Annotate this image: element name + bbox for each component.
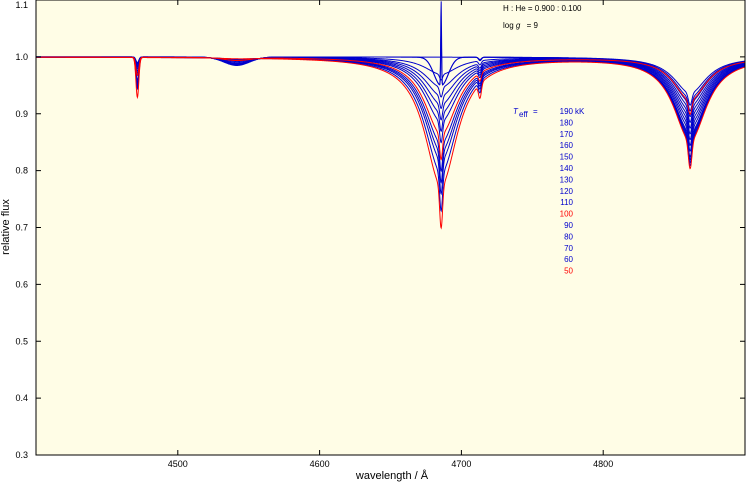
x-tick-label: 4700 bbox=[451, 459, 471, 469]
teff-symbol: T bbox=[513, 107, 519, 116]
series-layer bbox=[36, 1, 746, 230]
legend-entry-170: 170 bbox=[560, 130, 574, 139]
y-tick-label: 0.9 bbox=[15, 109, 28, 119]
y-axis-ticks: 0.3 0.4 0.5 0.6 0.7 0.8 0.9 1.0 1.1 bbox=[15, 0, 745, 460]
teff-legend-header: T eff = bbox=[513, 107, 538, 119]
logg-prefix: log bbox=[503, 21, 514, 30]
y-axis-title: relative flux bbox=[0, 199, 12, 255]
logg-annotation: log g = 9 bbox=[503, 21, 539, 30]
x-tick-label: 4600 bbox=[310, 459, 330, 469]
y-tick-label: 0.7 bbox=[15, 223, 28, 233]
legend-entry-130: 130 bbox=[560, 175, 574, 184]
legend-entry-70: 70 bbox=[564, 244, 573, 253]
y-tick-label: 1.1 bbox=[15, 0, 28, 10]
legend-entry-50: 50 bbox=[564, 267, 573, 276]
x-tick-label: 4800 bbox=[593, 459, 613, 469]
logg-value: = 9 bbox=[527, 21, 539, 30]
teff-subscript: eff bbox=[519, 110, 529, 119]
x-axis-ticks: 4500 4600 4700 4800 bbox=[168, 0, 613, 469]
legend-entry-120: 120 bbox=[560, 187, 574, 196]
x-tick-label: 4500 bbox=[168, 459, 188, 469]
legend-entry-90: 90 bbox=[564, 221, 573, 230]
x-axis-title: wavelength / Å bbox=[355, 469, 429, 482]
teff-unit: kK bbox=[575, 107, 585, 116]
legend-entry-140: 140 bbox=[560, 164, 574, 173]
legend: 190 180 170 160 150 140 130 120 110 100 90 80 70 60 50 bbox=[560, 107, 574, 276]
legend-entry-110: 110 bbox=[560, 198, 573, 207]
series-line-50 bbox=[36, 56, 746, 230]
legend-entry-190: 190 bbox=[560, 107, 574, 116]
plot-background bbox=[36, 0, 745, 455]
legend-entry-150: 150 bbox=[560, 153, 574, 162]
y-tick-label: 0.4 bbox=[15, 393, 28, 403]
legend-entry-180: 180 bbox=[560, 118, 574, 127]
abundance-annotation: H : He = 0.900 : 0.100 bbox=[503, 4, 582, 13]
teff-equals: = bbox=[533, 107, 538, 116]
logg-symbol: g bbox=[516, 21, 521, 30]
legend-entry-100: 100 bbox=[560, 210, 574, 219]
legend-entry-60: 60 bbox=[564, 255, 573, 264]
legend-entry-160: 160 bbox=[560, 141, 574, 150]
y-tick-label: 0.8 bbox=[15, 166, 28, 176]
y-tick-label: 0.6 bbox=[15, 279, 28, 289]
legend-entry-80: 80 bbox=[564, 232, 573, 241]
y-tick-label: 1.0 bbox=[15, 52, 28, 62]
y-tick-label: 0.5 bbox=[15, 336, 28, 346]
y-tick-label: 0.3 bbox=[15, 450, 28, 460]
